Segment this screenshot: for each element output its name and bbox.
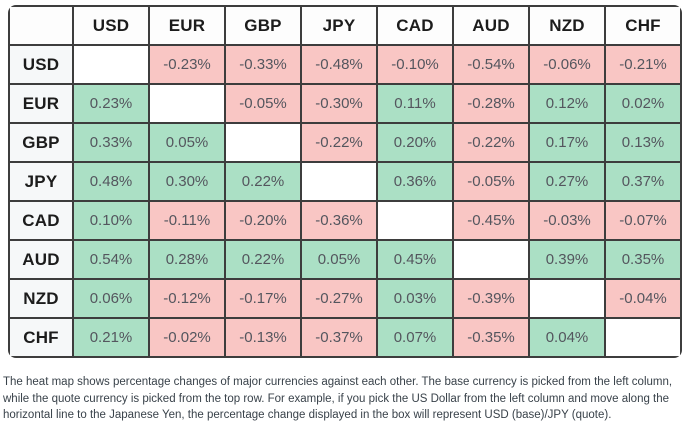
heatmap-cell-jpy-cad: 0.36%: [376, 161, 454, 202]
heatmap-cell-eur-eur: [148, 83, 226, 124]
heatmap-cell-jpy-usd: 0.48%: [72, 161, 150, 202]
heatmap-cell-nzd-gbp: -0.17%: [224, 278, 302, 319]
heatmap-cell-usd-jpy: -0.48%: [300, 44, 378, 85]
heatmap-cell-aud-chf: 0.35%: [604, 239, 682, 280]
heatmap-cell-chf-gbp: -0.13%: [224, 317, 302, 358]
heatmap-cell-nzd-jpy: -0.27%: [300, 278, 378, 319]
heatmap-row-jpy: JPY 0.48% 0.30% 0.22% 0.36% -0.05% 0.27% 0.37%: [8, 161, 682, 202]
heatmap-cell-jpy-eur: 0.30%: [148, 161, 226, 202]
heatmap-row-cad: CAD 0.10% -0.11% -0.20% -0.36% -0.45% -0.03% -0…: [8, 200, 682, 241]
column-header-nzd: NZD: [528, 5, 606, 46]
heatmap-cell-aud-nzd: 0.39%: [528, 239, 606, 280]
column-header-usd: USD: [72, 5, 150, 46]
heatmap-cell-jpy-jpy: [300, 161, 378, 202]
column-header-gbp: GBP: [224, 5, 302, 46]
heatmap-row-gbp: GBP 0.33% 0.05% -0.22% 0.20% -0.22% 0.17% 0.13%: [8, 122, 682, 163]
column-header-chf: CHF: [604, 5, 682, 46]
heatmap-cell-eur-aud: -0.28%: [452, 83, 530, 124]
heatmap-cell-aud-aud: [452, 239, 530, 280]
heatmap-cell-jpy-chf: 0.37%: [604, 161, 682, 202]
heatmap-cell-nzd-usd: 0.06%: [72, 278, 150, 319]
column-header-cad: CAD: [376, 5, 454, 46]
heatmap-cell-cad-gbp: -0.20%: [224, 200, 302, 241]
heatmap-cell-gbp-cad: 0.20%: [376, 122, 454, 163]
heatmap-cell-nzd-aud: -0.39%: [452, 278, 530, 319]
column-header-aud: AUD: [452, 5, 530, 46]
row-header-usd: USD: [8, 44, 74, 85]
heatmap-cell-aud-cad: 0.45%: [376, 239, 454, 280]
heatmap-cell-jpy-gbp: 0.22%: [224, 161, 302, 202]
heatmap-cell-usd-aud: -0.54%: [452, 44, 530, 85]
heatmap-cell-cad-eur: -0.11%: [148, 200, 226, 241]
heatmap-cell-gbp-chf: 0.13%: [604, 122, 682, 163]
heatmap-header: USD EUR GBP JPY CAD AUD NZD CHF: [8, 5, 682, 46]
heatmap-cell-gbp-gbp: [224, 122, 302, 163]
row-header-chf: CHF: [8, 317, 74, 358]
heatmap-cell-eur-chf: 0.02%: [604, 83, 682, 124]
header-row: USD EUR GBP JPY CAD AUD NZD CHF: [8, 5, 682, 46]
row-header-eur: EUR: [8, 83, 74, 124]
heatmap-cell-cad-chf: -0.07%: [604, 200, 682, 241]
row-header-gbp: GBP: [8, 122, 74, 163]
heatmap-cell-aud-usd: 0.54%: [72, 239, 150, 280]
heatmap-row-chf: CHF 0.21% -0.02% -0.13% -0.37% 0.07% -0.35% 0.0…: [8, 317, 682, 358]
heatmap-cell-eur-gbp: -0.05%: [224, 83, 302, 124]
heatmap-cell-gbp-jpy: -0.22%: [300, 122, 378, 163]
heatmap-cell-usd-nzd: -0.06%: [528, 44, 606, 85]
column-header-jpy: JPY: [300, 5, 378, 46]
heatmap-cell-chf-eur: -0.02%: [148, 317, 226, 358]
heatmap-cell-chf-aud: -0.35%: [452, 317, 530, 358]
heatmap-cell-jpy-nzd: 0.27%: [528, 161, 606, 202]
heatmap-cell-nzd-cad: 0.03%: [376, 278, 454, 319]
row-header-nzd: NZD: [8, 278, 74, 319]
heatmap-cell-cad-nzd: -0.03%: [528, 200, 606, 241]
heatmap-cell-gbp-eur: 0.05%: [148, 122, 226, 163]
heatmap-cell-eur-jpy: -0.30%: [300, 83, 378, 124]
heatmap-cell-nzd-nzd: [528, 278, 606, 319]
heatmap-cell-aud-gbp: 0.22%: [224, 239, 302, 280]
row-header-aud: AUD: [8, 239, 74, 280]
currency-heatmap: USD EUR GBP JPY CAD AUD NZD CHF USD -0.23% -0.33%…: [8, 5, 682, 358]
heatmap-cell-nzd-chf: -0.04%: [604, 278, 682, 319]
row-header-cad: CAD: [8, 200, 74, 241]
heatmap-cell-usd-usd: [72, 44, 150, 85]
heatmap-cell-chf-usd: 0.21%: [72, 317, 150, 358]
heatmap-cell-chf-chf: [604, 317, 682, 358]
currency-heatmap-table: USD EUR GBP JPY CAD AUD NZD CHF USD -0.23% -0.33%…: [8, 5, 682, 358]
heatmap-cell-chf-cad: 0.07%: [376, 317, 454, 358]
column-header-eur: EUR: [148, 5, 226, 46]
heatmap-cell-cad-jpy: -0.36%: [300, 200, 378, 241]
heatmap-cell-gbp-nzd: 0.17%: [528, 122, 606, 163]
heatmap-cell-usd-chf: -0.21%: [604, 44, 682, 85]
heatmap-cell-cad-cad: [376, 200, 454, 241]
heatmap-cell-eur-nzd: 0.12%: [528, 83, 606, 124]
heatmap-cell-gbp-aud: -0.22%: [452, 122, 530, 163]
heatmap-row-aud: AUD 0.54% 0.28% 0.22% 0.05% 0.45% 0.39% 0.35%: [8, 239, 682, 280]
heatmap-cell-usd-eur: -0.23%: [148, 44, 226, 85]
heatmap-cell-gbp-usd: 0.33%: [72, 122, 150, 163]
heatmap-description: The heat map shows percentage changes of…: [3, 376, 673, 421]
heatmap-body: USD -0.23% -0.33% -0.48% -0.10% -0.54% -0.06% -…: [8, 44, 682, 358]
heatmap-cell-nzd-eur: -0.12%: [148, 278, 226, 319]
heatmap-cell-usd-cad: -0.10%: [376, 44, 454, 85]
heatmap-cell-aud-eur: 0.28%: [148, 239, 226, 280]
heatmap-cell-chf-nzd: 0.04%: [528, 317, 606, 358]
heatmap-cell-aud-jpy: 0.05%: [300, 239, 378, 280]
heatmap-cell-cad-usd: 0.10%: [72, 200, 150, 241]
heatmap-cell-eur-usd: 0.23%: [72, 83, 150, 124]
heatmap-cell-chf-jpy: -0.37%: [300, 317, 378, 358]
heatmap-cell-eur-cad: 0.11%: [376, 83, 454, 124]
heatmap-cell-usd-gbp: -0.33%: [224, 44, 302, 85]
heatmap-row-nzd: NZD 0.06% -0.12% -0.17% -0.27% 0.03% -0.39% -0.…: [8, 278, 682, 319]
heatmap-cell-cad-aud: -0.45%: [452, 200, 530, 241]
heatmap-row-eur: EUR 0.23% -0.05% -0.30% 0.11% -0.28% 0.12% 0.02…: [8, 83, 682, 124]
heatmap-cell-jpy-aud: -0.05%: [452, 161, 530, 202]
row-header-jpy: JPY: [8, 161, 74, 202]
heatmap-row-usd: USD -0.23% -0.33% -0.48% -0.10% -0.54% -0.06% -…: [8, 44, 682, 85]
corner-cell: [8, 5, 74, 46]
